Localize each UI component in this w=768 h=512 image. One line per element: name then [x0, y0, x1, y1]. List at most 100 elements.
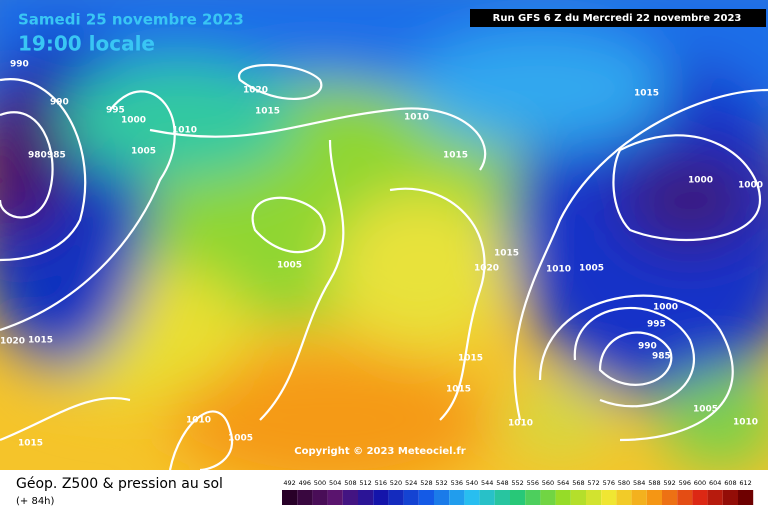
pressure-label: 1000 [738, 181, 763, 191]
scale-label: 504 [329, 479, 341, 487]
scale-swatch [342, 490, 358, 505]
scale-label: 508 [344, 479, 356, 487]
scale-label: 496 [299, 479, 311, 487]
pressure-label: 1020 [474, 264, 499, 274]
isobars [0, 64, 768, 472]
scale-label: 608 [724, 479, 736, 487]
scale-label: 584 [633, 479, 645, 487]
scale-swatch [631, 490, 647, 505]
scale-swatch [358, 490, 374, 505]
field [0, 0, 768, 490]
scale-label: 560 [542, 479, 554, 487]
scale-label: 580 [618, 479, 630, 487]
scale-swatch [388, 490, 404, 505]
pressure-label: 1005 [228, 434, 253, 444]
scale-swatch [449, 490, 465, 505]
scale-label: 568 [572, 479, 584, 487]
scale-label: 556 [527, 479, 539, 487]
scale-label: 524 [405, 479, 417, 487]
scale-swatch [403, 490, 419, 505]
pressure-label: 1005 [131, 147, 156, 157]
scale-swatch [297, 490, 313, 505]
scale-swatch [525, 490, 541, 505]
pressure-label: 1010 [508, 419, 533, 429]
pressure-label: 995 [647, 320, 666, 330]
scale-label: 552 [511, 479, 523, 487]
scale-swatch [646, 490, 662, 505]
scale-swatch [434, 490, 450, 505]
pressure-label: 990 [638, 342, 657, 352]
scale-label: 528 [420, 479, 432, 487]
pressure-label: 1020 [243, 86, 268, 96]
pressure-label: 1010 [172, 126, 197, 136]
scale-swatch [738, 490, 754, 505]
scale-swatch [570, 490, 586, 505]
pressure-label: 985 [47, 151, 66, 161]
scale-label: 612 [739, 479, 751, 487]
scale-label: 600 [694, 479, 706, 487]
scale-swatch [510, 490, 526, 505]
run-info: Run GFS 6 Z du Mercredi 22 novembre 2023 [493, 13, 742, 24]
map-date: Samedi 25 novembre 2023 [18, 11, 244, 29]
pressure-label: 1010 [186, 416, 211, 426]
pressure-label: 1010 [404, 113, 429, 123]
scale-label: 540 [466, 479, 478, 487]
scale-label: 572 [587, 479, 599, 487]
scale-label: 588 [648, 479, 660, 487]
scale-swatch [282, 490, 298, 505]
pressure-label: 1015 [494, 249, 519, 259]
scale-swatch [418, 490, 434, 505]
scale-label: 536 [451, 479, 463, 487]
scale-label: 604 [709, 479, 721, 487]
scale-swatch [464, 490, 480, 505]
scale-label: 512 [359, 479, 371, 487]
pressure-labels: 990 990 995 1000 1005 980 985 1010 1020 … [0, 60, 763, 449]
scale-label: 516 [375, 479, 387, 487]
scale-swatch [555, 490, 571, 505]
scale-swatch [327, 490, 343, 505]
pressure-label: 1015 [18, 439, 43, 449]
scale-swatch [692, 490, 708, 505]
scale-label: 500 [314, 479, 326, 487]
copyright: Copyright © 2023 Meteociel.fr [294, 446, 465, 457]
pressure-label: 1015 [443, 151, 468, 161]
scale-swatch [586, 490, 602, 505]
pressure-label: 990 [10, 60, 29, 70]
scale-swatch [601, 490, 617, 505]
pressure-label: 1005 [579, 264, 604, 274]
scale-label: 520 [390, 479, 402, 487]
pressure-label: 1005 [277, 261, 302, 271]
pressure-label: 1015 [255, 107, 280, 117]
pressure-label: 1005 [693, 405, 718, 415]
run-box [470, 9, 766, 27]
scale-swatch [677, 490, 693, 505]
scale-label: 596 [679, 479, 691, 487]
scale-swatch [540, 490, 556, 505]
scale-swatch [707, 490, 723, 505]
pressure-label: 1000 [653, 303, 678, 313]
scale-label: 548 [496, 479, 508, 487]
pressure-label: 1000 [688, 176, 713, 186]
pressure-label: 1010 [733, 418, 758, 428]
scale-swatch [662, 490, 678, 505]
scale-swatch [494, 490, 510, 505]
scale-label: 492 [283, 479, 295, 487]
pressure-label: 1020 [0, 337, 25, 347]
scale-label: 592 [663, 479, 675, 487]
scale-label: 544 [481, 479, 493, 487]
pressure-label: 1015 [28, 336, 53, 346]
pressure-label: 985 [652, 352, 671, 362]
scale-swatch [722, 490, 738, 505]
pressure-label: 1015 [458, 354, 483, 364]
scale-label: 564 [557, 479, 569, 487]
pressure-label: 995 [106, 106, 125, 116]
legend-lead: (+ 84h) [16, 496, 55, 507]
pressure-label: 1015 [446, 385, 471, 395]
map-time: 19:00 locale [18, 32, 155, 56]
legend-title: Géop. Z500 & pression au sol [16, 476, 223, 492]
pressure-label: 1000 [121, 116, 146, 126]
scale-swatch [616, 490, 632, 505]
scale-swatch [479, 490, 495, 505]
scale-label: 532 [435, 479, 447, 487]
